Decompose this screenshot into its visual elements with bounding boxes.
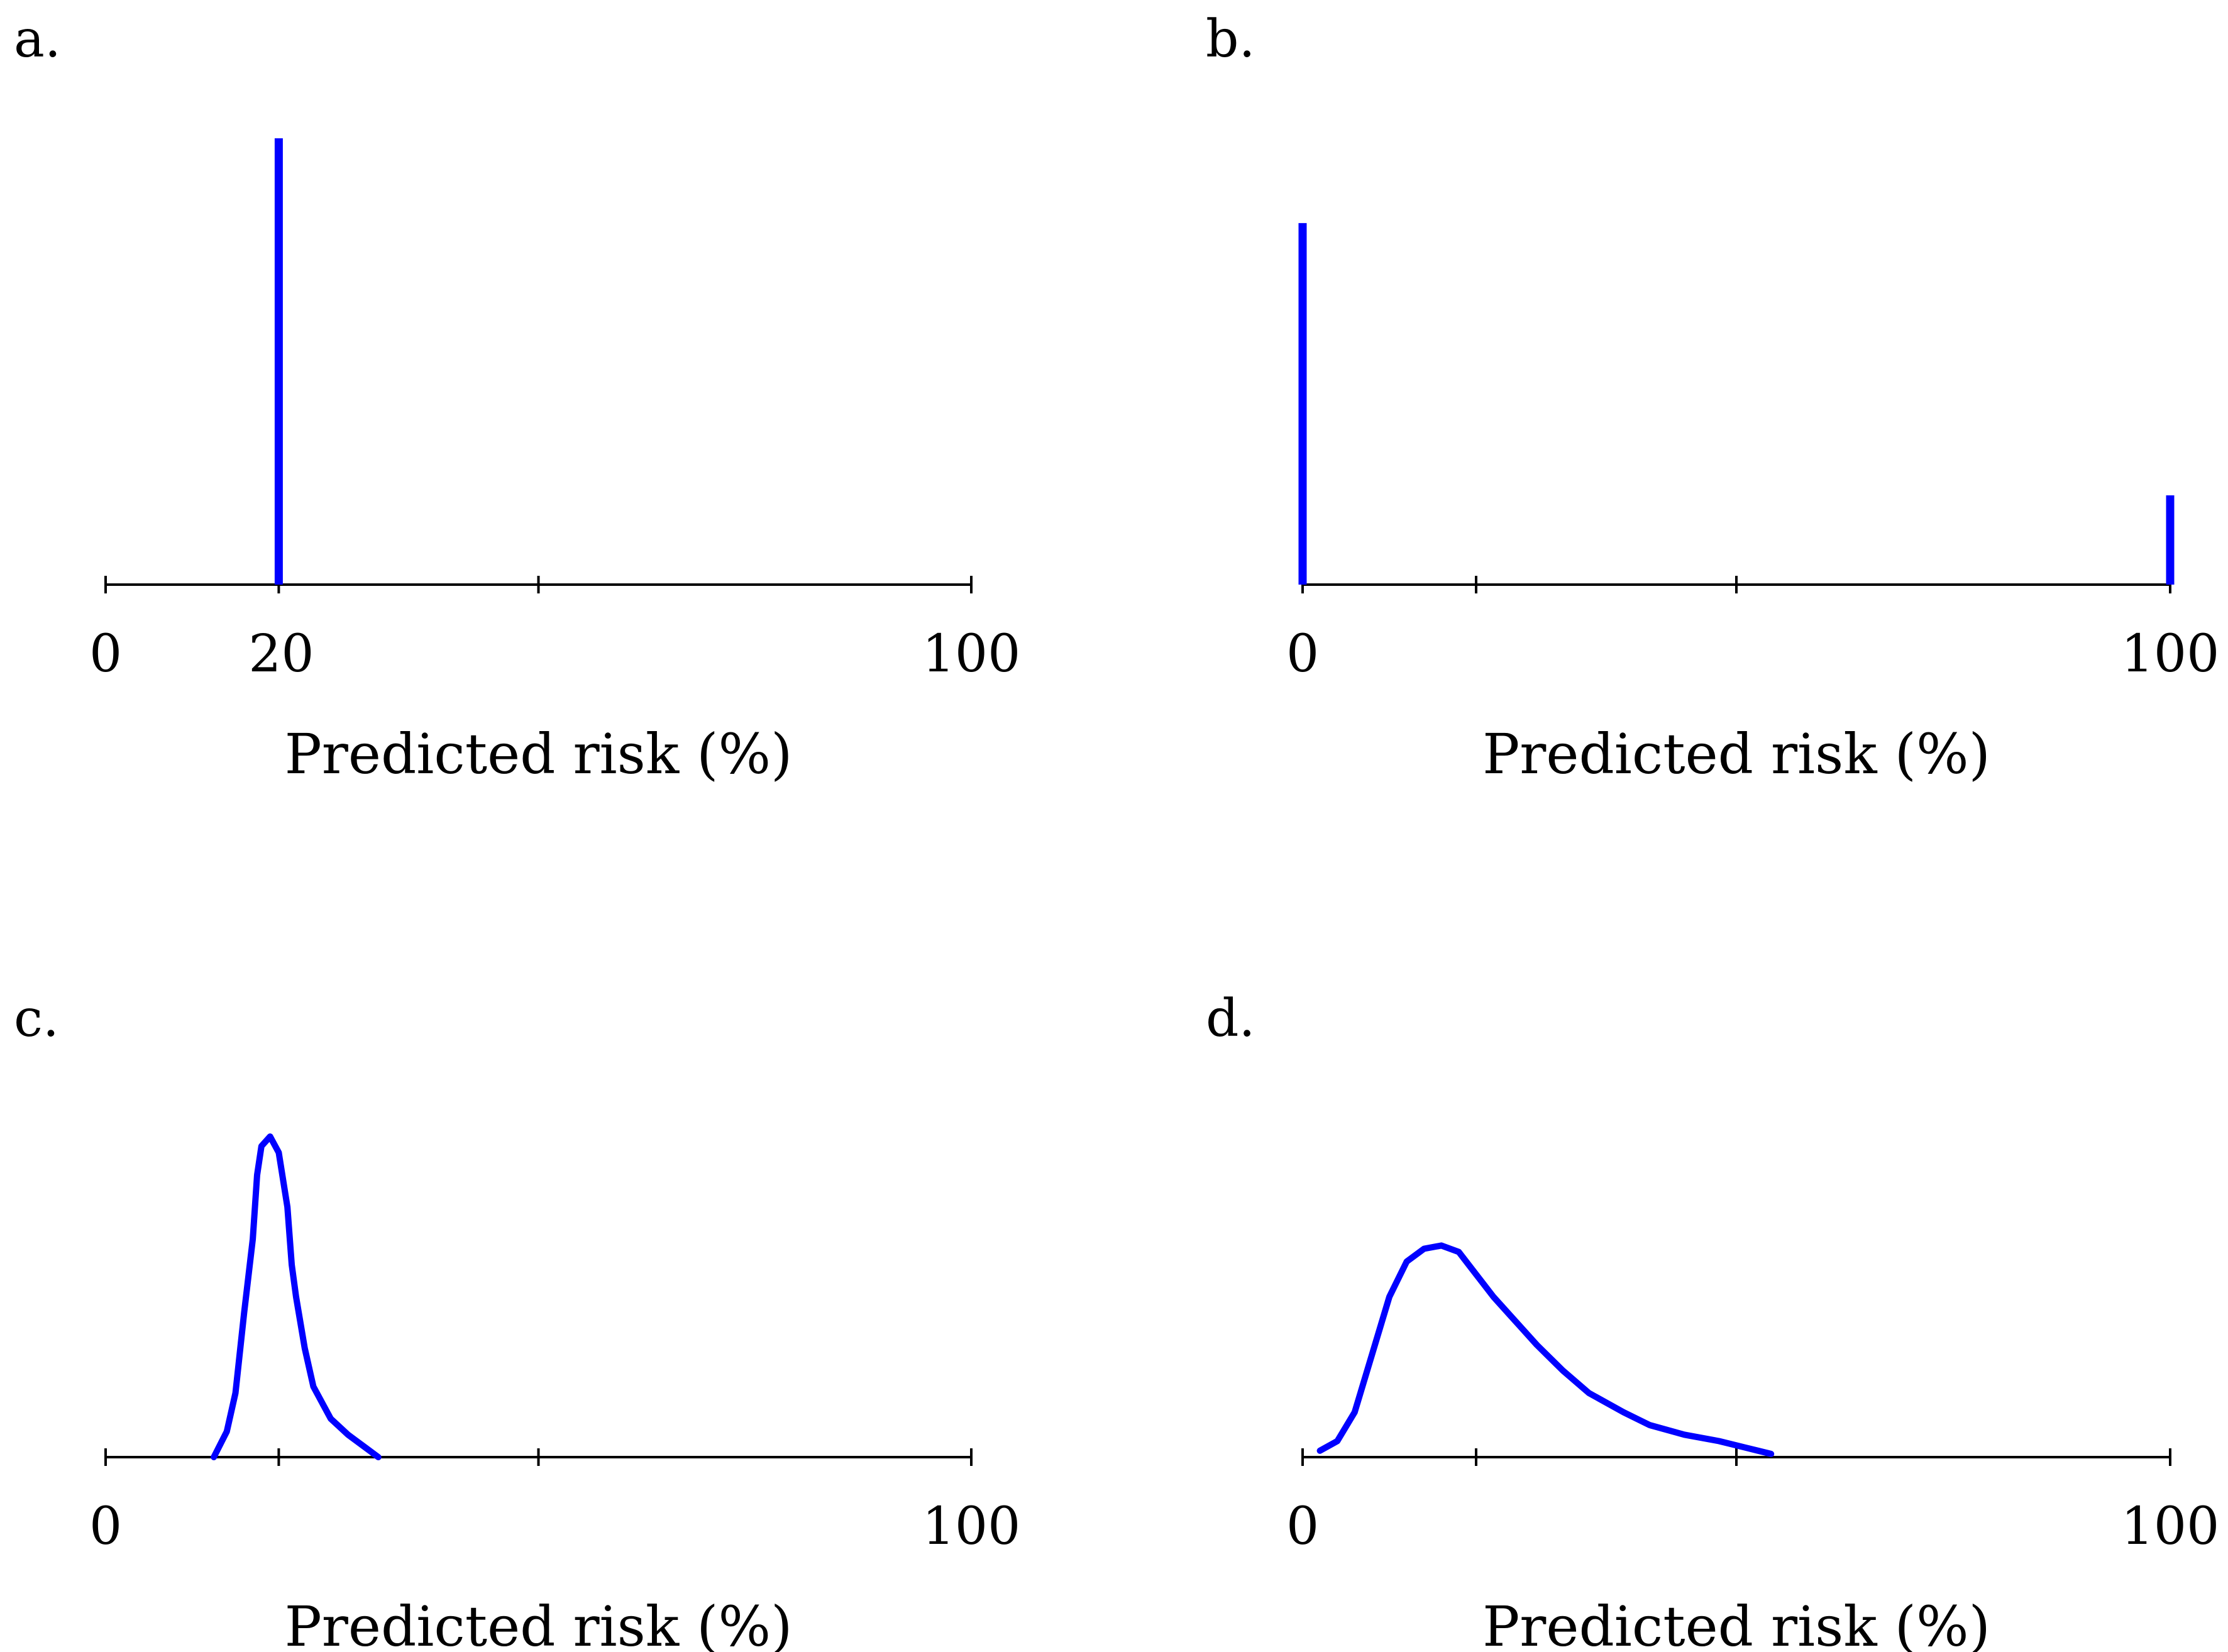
x-axis-label: Predicted risk (%)	[285, 1594, 793, 1652]
x-tick-label: 0	[1286, 624, 1319, 684]
x-axis-label: Predicted risk (%)	[1482, 1594, 1990, 1652]
panel-a: a. 0 20 100 Predicted risk (%)	[14, 9, 1020, 786]
x-axis-label: Predicted risk (%)	[285, 722, 793, 786]
panel-label-a: a.	[14, 9, 61, 69]
panel-label-d: d.	[1206, 989, 1255, 1049]
panel-label-c: c.	[14, 989, 59, 1049]
panel-c: c. 0 100 Predicted risk (%)	[14, 989, 1020, 1652]
x-tick-label: 20	[248, 624, 314, 684]
x-tick-label: 0	[89, 624, 122, 684]
panel-label-b: b.	[1206, 9, 1255, 69]
x-tick-label: 0	[89, 1497, 122, 1556]
panel-d: d. 0 100 Predicted risk (%)	[1206, 989, 2219, 1652]
x-axis-label: Predicted risk (%)	[1482, 722, 1990, 786]
x-tick-label: 100	[2121, 624, 2220, 684]
density-curve	[1316, 1242, 1775, 1457]
x-tick-label: 100	[922, 624, 1021, 684]
x-tick-label: 0	[1286, 1497, 1319, 1556]
x-tick-label: 100	[922, 1497, 1021, 1556]
panel-b: b. 0 100 Predicted risk (%)	[1206, 9, 2219, 786]
x-tick-label: 100	[2121, 1497, 2220, 1556]
density-curve	[211, 1133, 382, 1460]
